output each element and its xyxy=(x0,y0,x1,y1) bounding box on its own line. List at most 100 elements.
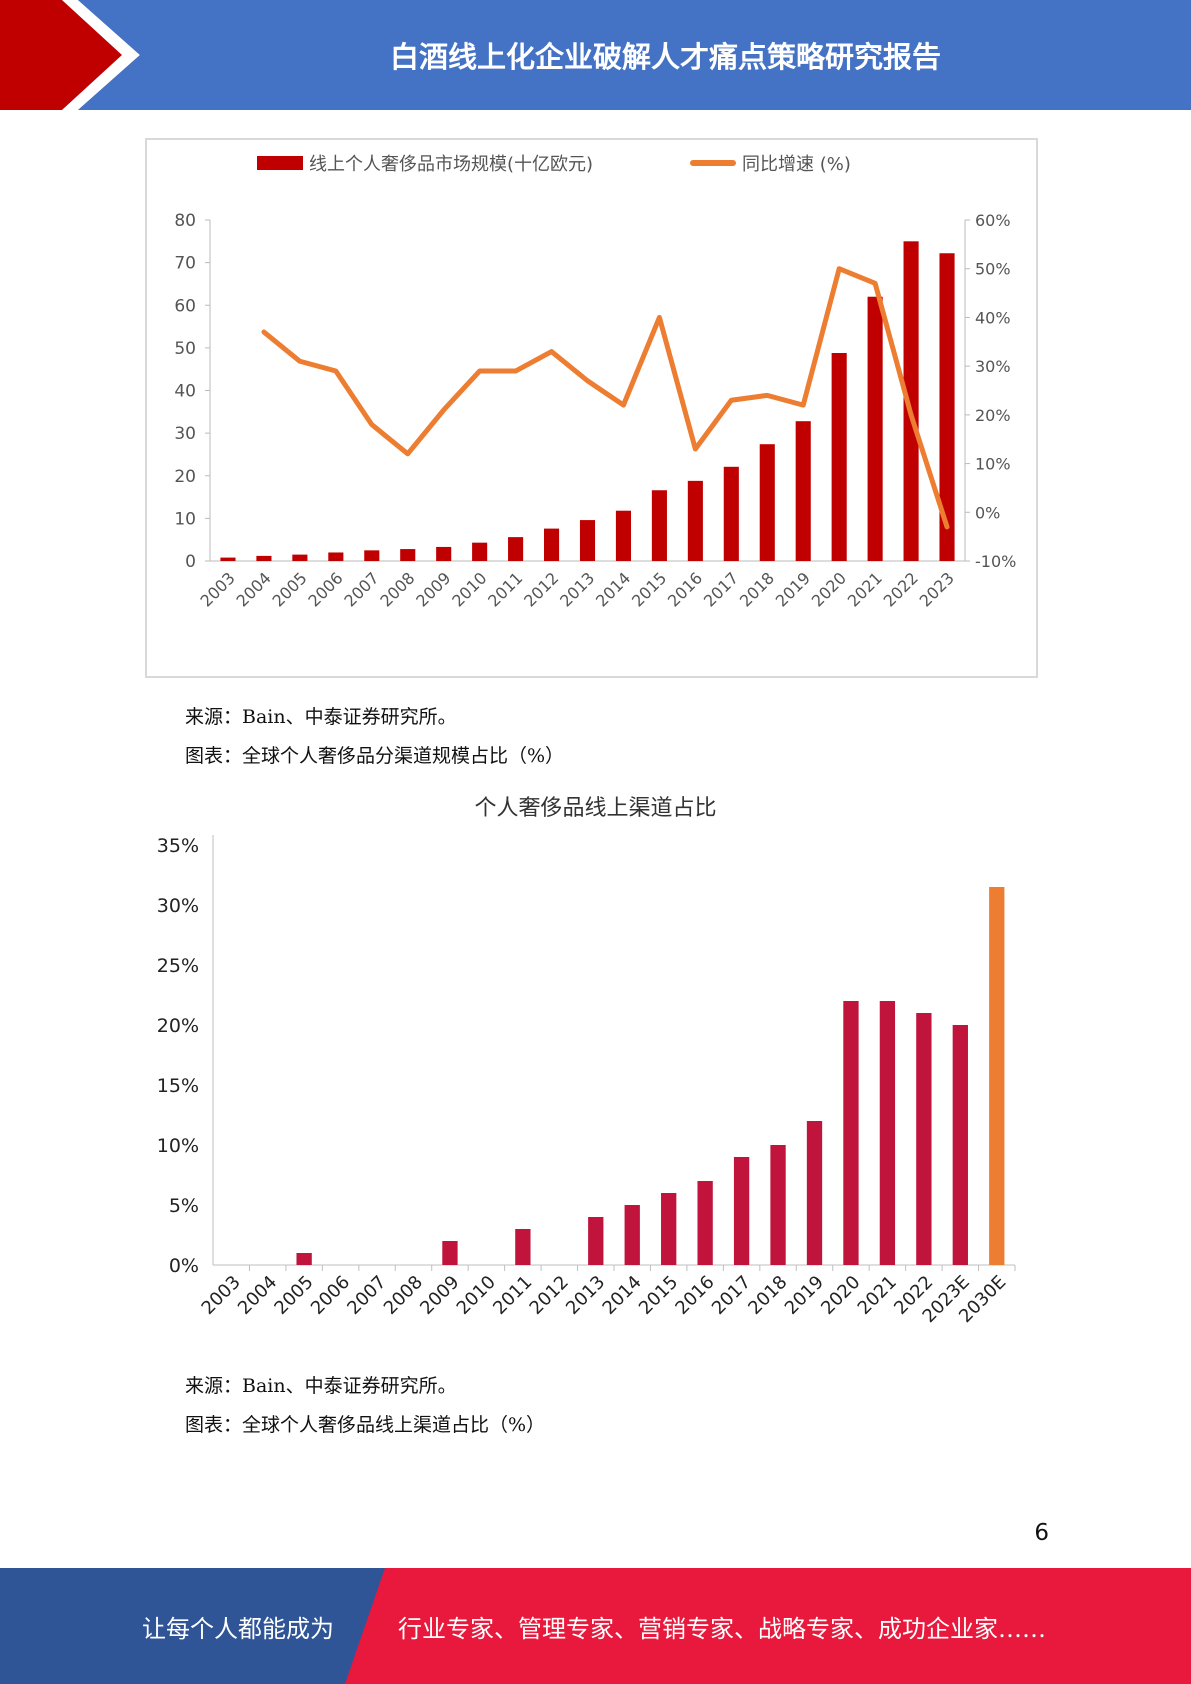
left-axis-tick-label: 40 xyxy=(174,382,196,402)
figure-caption-2: 图表：全球个人奢侈品线上渠道占比（%） xyxy=(185,1414,546,1436)
bar-online-share-2015 xyxy=(661,1193,677,1265)
y-axis-tick-label: 30% xyxy=(157,895,199,917)
right-axis-tick-label: 60% xyxy=(975,211,1011,230)
y-axis-tick-label: 0% xyxy=(169,1255,199,1277)
legend-label-market-size: 线上个人奢侈品市场规模(十亿欧元) xyxy=(309,154,593,175)
x-axis-tick-label: 2009 xyxy=(416,1272,463,1319)
bar-online-share-2021 xyxy=(879,1001,896,1265)
x-axis-tick-label: 2008 xyxy=(380,1272,427,1319)
page-title: 白酒线上化企业破解人才痛点策略研究报告 xyxy=(389,40,941,74)
y-axis-tick-label: 25% xyxy=(157,955,199,977)
legend-swatch-growth xyxy=(690,160,736,166)
footer-slogan-right: 行业专家、管理专家、营销专家、战略专家、成功企业家…… xyxy=(398,1614,1046,1643)
x-axis-tick-label: 2023 xyxy=(916,568,958,610)
chart-2-title: 个人奢侈品线上渠道占比 xyxy=(474,796,717,821)
bar-market-size-2009 xyxy=(436,546,452,561)
x-axis-tick-label: 2003 xyxy=(197,568,239,610)
bar-market-size-2006 xyxy=(328,552,344,561)
left-axis-tick-label: 30 xyxy=(174,424,196,444)
x-axis-tick-label: 2004 xyxy=(234,1272,281,1319)
x-axis-tick-label: 2022 xyxy=(880,568,922,610)
x-axis-tick-label: 2018 xyxy=(736,568,778,610)
bar-market-size-2015 xyxy=(651,490,667,561)
y-axis-tick-label: 20% xyxy=(157,1015,199,1037)
page-number: 6 xyxy=(1034,1520,1049,1546)
x-axis-tick-label: 2010 xyxy=(448,568,490,610)
x-axis-tick-label: 2014 xyxy=(599,1272,646,1319)
x-axis-tick-label: 2012 xyxy=(526,1272,573,1319)
figure-caption-1: 图表：全球个人奢侈品分渠道规模占比（%） xyxy=(185,745,565,767)
bar-online-share-2022 xyxy=(916,1013,932,1265)
bar-market-size-2013 xyxy=(579,520,596,561)
x-axis-tick-label: 2012 xyxy=(520,568,562,610)
bar-market-size-2010 xyxy=(472,542,488,561)
bar-online-share-2013 xyxy=(588,1217,604,1265)
chart-2-bar: 0%5%10%15%20%25%30%35%200320042005200620… xyxy=(157,835,1016,1327)
bar-market-size-2019 xyxy=(795,421,811,561)
x-axis-tick-label: 2008 xyxy=(376,568,418,610)
x-axis-tick-label: 2009 xyxy=(412,568,454,610)
left-axis-tick-label: 80 xyxy=(174,211,196,231)
bar-online-share-2017 xyxy=(733,1157,750,1265)
y-axis-tick-label: 15% xyxy=(157,1075,199,1097)
bar-market-size-2011 xyxy=(508,537,524,561)
right-axis-tick-label: 20% xyxy=(975,406,1011,425)
x-axis-tick-label: 2006 xyxy=(304,568,346,610)
bar-market-size-2014 xyxy=(615,510,632,561)
right-axis-tick-label: 50% xyxy=(975,260,1011,279)
x-axis-tick-label: 2021 xyxy=(844,568,886,610)
bar-market-size-2022 xyxy=(903,241,919,561)
right-axis-tick-label: 10% xyxy=(975,455,1011,474)
x-axis-tick-label: 2018 xyxy=(744,1272,791,1319)
right-axis-tick-label: 0% xyxy=(975,503,1000,522)
x-axis-tick-label: 2005 xyxy=(268,568,310,610)
right-axis-tick-label: -10% xyxy=(975,552,1016,571)
bar-market-size-2004 xyxy=(256,555,272,561)
bar-market-size-2003 xyxy=(220,557,236,561)
x-axis-tick-label: 2017 xyxy=(708,1272,755,1319)
x-axis-tick-label: 2011 xyxy=(489,1272,536,1319)
x-axis-tick-label: 2003 xyxy=(198,1272,245,1319)
legend-label-growth: 同比增速 (%) xyxy=(742,154,851,175)
left-axis-tick-label: 50 xyxy=(174,339,196,359)
y-axis-tick-label: 10% xyxy=(157,1135,199,1157)
x-axis-tick-label: 2015 xyxy=(635,1272,682,1319)
source-caption-2: 来源：Bain、中泰证券研究所。 xyxy=(185,1375,457,1397)
left-axis-tick-label: 60 xyxy=(174,296,196,316)
bar-online-share-2005 xyxy=(296,1253,312,1265)
x-axis-tick-label: 2016 xyxy=(664,568,706,610)
source-caption-1: 来源：Bain、中泰证券研究所。 xyxy=(185,706,457,728)
x-axis-tick-label: 2019 xyxy=(781,1272,828,1319)
bar-online-share-2009 xyxy=(442,1241,458,1265)
bar-market-size-2008 xyxy=(400,549,416,561)
page-header: 白酒线上化企业破解人才痛点策略研究报告 xyxy=(0,0,1191,110)
x-axis-tick-label: 2006 xyxy=(307,1272,354,1319)
x-axis-tick-label: 2019 xyxy=(772,568,814,610)
bar-online-share-2018 xyxy=(770,1145,786,1265)
left-axis-tick-label: 10 xyxy=(174,509,196,529)
right-axis-tick-label: 30% xyxy=(975,357,1011,376)
bar-market-size-2021 xyxy=(867,296,883,561)
bar-online-share-2016 xyxy=(697,1181,713,1265)
x-axis-tick-label: 2021 xyxy=(854,1272,901,1319)
bar-market-size-2023 xyxy=(939,253,955,561)
x-axis-tick-label: 2007 xyxy=(340,568,382,610)
x-axis-tick-label: 2017 xyxy=(700,568,742,610)
bar-market-size-2020 xyxy=(831,352,847,561)
left-axis-tick-label: 20 xyxy=(174,467,196,487)
x-axis-tick-label: 2005 xyxy=(270,1272,317,1319)
x-axis-tick-label: 2013 xyxy=(562,1272,609,1319)
left-axis-tick-label: 70 xyxy=(174,254,196,274)
chart-1-combo: 线上个人奢侈品市场规模(十亿欧元) 同比增速 (%) 0 10 20 30 40 50 60 70… xyxy=(174,154,1016,611)
x-axis-tick-label: 2016 xyxy=(671,1272,718,1319)
x-axis-tick-label: 2004 xyxy=(233,568,275,610)
bar-market-size-2016 xyxy=(687,480,703,561)
bar-online-share-2030E xyxy=(989,887,1005,1265)
bar-market-size-2007 xyxy=(364,550,380,561)
bar-market-size-2005 xyxy=(292,554,308,561)
header-arrow-decoration xyxy=(0,0,156,110)
bar-market-size-2017 xyxy=(723,466,739,561)
bar-online-share-2020 xyxy=(843,1001,859,1265)
bar-market-size-2018 xyxy=(759,444,775,561)
x-axis-tick-label: 2020 xyxy=(817,1272,864,1319)
